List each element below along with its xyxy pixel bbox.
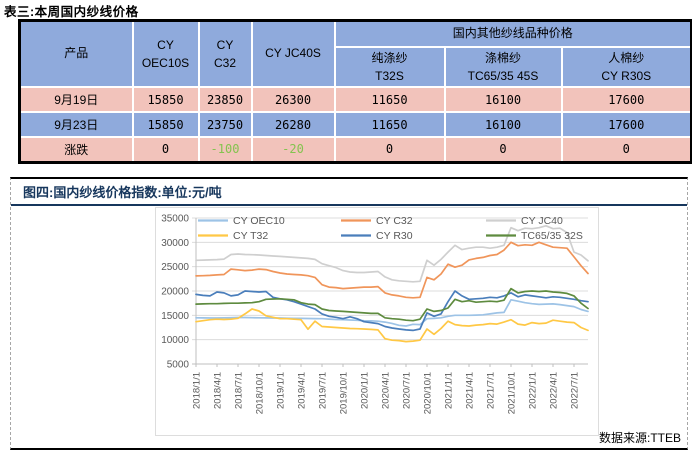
series-line-cy-t32 — [195, 308, 589, 343]
cell-value: 0 — [560, 136, 692, 163]
legend-label: CY C32 — [376, 215, 413, 227]
price-table: 产品 CY OEC10S CY C32 CY JC40S 国内其他纱线品种价格 … — [18, 19, 692, 164]
cell-value: 0 — [333, 136, 446, 163]
data-source: 数据来源:TTEB — [598, 431, 681, 445]
cell-value: -20 — [250, 136, 336, 163]
x-axis-tick-label: 2021/7/1 — [486, 372, 497, 409]
line-chart-svg: 35000300002500020000150001000050002018/1… — [161, 214, 589, 414]
row-label: 9月23日 — [18, 111, 134, 138]
legend-label: CY R30 — [376, 230, 413, 242]
header-line: TC65/35 45S — [467, 69, 539, 83]
x-axis-tick-label: 2019/10/1 — [339, 372, 350, 414]
row-label: 9月19日 — [18, 86, 134, 113]
y-axis-tick-label: 10000 — [161, 335, 189, 346]
cell-value: 11650 — [333, 86, 446, 113]
figure-title: 图四:国内纱线价格指数:单位:元/吨 — [11, 179, 687, 206]
x-axis-tick-label: 2022/1/1 — [528, 372, 539, 409]
x-axis-tick-label: 2022/7/1 — [570, 372, 581, 409]
header-product: 产品 — [18, 19, 134, 88]
header-cy-r30s: 人棉纱 CY R30S — [560, 46, 692, 88]
header-line: OEC10S — [141, 56, 190, 70]
header-line: C32 — [213, 56, 236, 70]
x-axis-tick-label: 2021/4/1 — [465, 372, 476, 409]
x-axis-tick-label: 2019/4/1 — [297, 372, 308, 409]
y-axis-tick-label: 5000 — [167, 360, 190, 371]
row-label: 涨跌 — [18, 136, 134, 163]
header-group-other-yarns: 国内其他纱线品种价格 — [333, 19, 692, 48]
x-axis-tick-label: 2021/1/1 — [444, 372, 455, 409]
price-table-header: 产品 CY OEC10S CY C32 CY JC40S 国内其他纱线品种价格 … — [18, 19, 692, 88]
cell-value: 11650 — [333, 111, 446, 138]
x-axis-tick-label: 2018/7/1 — [234, 372, 245, 409]
price-table-body: 9月19日 15850 23850 26300 11650 16100 17600 9月23日… — [18, 86, 692, 163]
cell-value: 23850 — [197, 86, 253, 113]
legend-label: CY JC40 — [521, 215, 563, 227]
legend-label: CY OEC10 — [233, 215, 285, 227]
table-title: 表三:本周国内纱线价格 — [4, 5, 139, 19]
cell-value: -100 — [197, 136, 253, 163]
x-axis-tick-label: 2020/4/1 — [381, 372, 392, 409]
legend-label: CY T32 — [233, 230, 268, 242]
table-row: 涨跌 0 -100 -20 0 0 0 — [18, 136, 692, 163]
cell-value: 17600 — [560, 86, 692, 113]
series-line-cy-r30 — [195, 290, 589, 332]
cell-value: 16100 — [443, 86, 563, 113]
cell-value: 23750 — [197, 111, 253, 138]
cell-value: 26280 — [250, 111, 336, 138]
figure-box: 图四:国内纱线价格指数:单位:元/吨 35000 30000 25000 20000 1… — [10, 177, 688, 450]
header-line: 涤棉纱 — [484, 51, 521, 65]
header-line: 人棉纱 — [608, 51, 645, 65]
cell-value: 0 — [131, 136, 200, 163]
header-line: 纯涤纱 — [371, 51, 408, 65]
cell-value: 17600 — [560, 111, 692, 138]
x-axis-tick-label: 2018/4/1 — [213, 372, 224, 409]
cell-value: 15850 — [131, 86, 200, 113]
x-axis-tick-label: 2018/10/1 — [255, 372, 266, 414]
y-axis-tick-label: 35000 — [161, 214, 189, 225]
header-line: CY — [157, 38, 174, 52]
cell-value: 0 — [443, 136, 563, 163]
header-line: T32S — [375, 69, 404, 83]
header-cy-c32: CY C32 — [197, 19, 253, 88]
y-axis-tick-label: 30000 — [161, 238, 189, 249]
legend-label: TC65/35 32S — [521, 230, 583, 242]
x-axis-tick-label: 2021/10/1 — [507, 372, 518, 414]
x-axis-tick-label: 2022/4/1 — [549, 372, 560, 409]
y-axis-tick-label: 15000 — [161, 311, 189, 322]
cell-value: 26300 — [250, 86, 336, 113]
x-axis-tick-label: 2018/1/1 — [192, 372, 203, 409]
cell-value: 15850 — [131, 111, 200, 138]
x-axis-tick-label: 2020/10/1 — [423, 372, 434, 414]
header-line: CY R30S — [601, 69, 652, 83]
header-tc6535-45s: 涤棉纱 TC65/35 45S — [443, 46, 563, 88]
price-chart: 35000 30000 25000 20000 15000 10000 5000 2018/1… — [155, 207, 599, 436]
series-line-cy-c32 — [195, 241, 589, 299]
series-line-cy-oec10 — [195, 298, 589, 327]
header-line: CY — [216, 38, 234, 52]
table-row: 9月23日 15850 23750 26280 11650 16100 17600 — [18, 111, 692, 138]
table-row: 9月19日 15850 23850 26300 11650 16100 17600 — [18, 86, 692, 113]
header-cy-oec10s: CY OEC10S — [131, 19, 200, 88]
series-line-cy-jc40 — [195, 224, 589, 283]
y-axis-tick-label: 25000 — [161, 262, 189, 273]
series-line-tc65-35-32s — [195, 287, 589, 322]
y-axis-tick-label: 20000 — [161, 287, 189, 298]
x-axis-tick-label: 2020/1/1 — [360, 372, 371, 409]
header-t32s: 纯涤纱 T32S — [333, 46, 446, 88]
header-cy-jc40s: CY JC40S — [250, 19, 336, 88]
x-axis-tick-label: 2020/7/1 — [402, 372, 413, 409]
x-axis-tick-label: 2019/7/1 — [318, 372, 329, 409]
cell-value: 16100 — [443, 111, 563, 138]
x-axis-tick-label: 2019/1/1 — [276, 372, 287, 409]
